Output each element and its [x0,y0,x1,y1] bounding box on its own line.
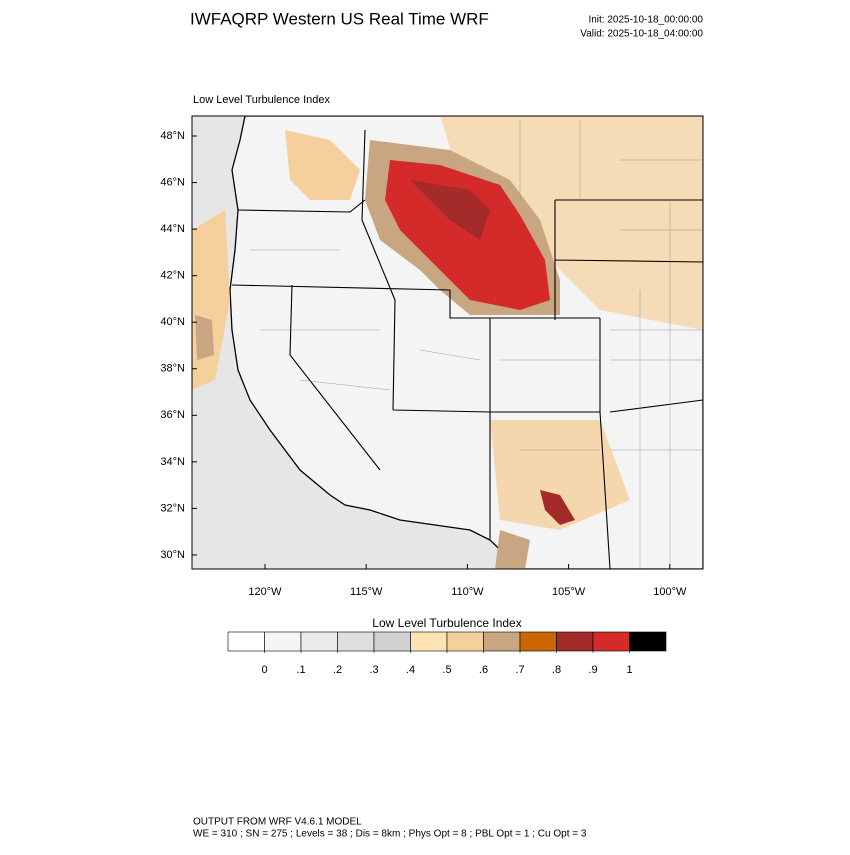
lon-label: 110°W [451,586,484,598]
init-time: Init: 2025-10-18_00:00:00 [588,15,703,26]
lat-label: 34°N [160,456,185,468]
valid-time: Valid: 2025-10-18_04:00:00 [580,29,703,40]
shading-coast-dark [195,315,214,360]
lon-label: 100°W [653,586,687,598]
colorbar-swatch [227,631,265,652]
colorbar-swatch [264,631,302,652]
colorbar-swatch [337,631,375,652]
colorbar-label: 1 [626,664,632,676]
lat-label: 44°N [160,223,185,235]
lat-label: 32°N [160,502,185,514]
shading-core-dark [410,180,490,240]
colorbar-swatch [446,631,484,652]
map [191,115,704,570]
colorbar-swatch [556,631,594,652]
shading-montana-core [385,160,550,310]
colorbar-swatch [519,631,557,652]
colorbar-label: .9 [588,664,597,676]
lat-label: 46°N [160,176,185,188]
colorbar-label: .7 [515,664,524,676]
colorbar-swatch [300,631,338,652]
colorbar-title: Low Level Turbulence Index [372,616,521,630]
shading-idaho [285,130,360,200]
colorbar-label: .3 [369,664,378,676]
colorbar-label: .1 [296,664,305,676]
shading-plains [440,116,703,330]
shading-nm-core [540,490,575,525]
colorbar-swatch [373,631,411,652]
colorbar-label: .6 [479,664,488,676]
lon-label: 120°W [248,586,282,598]
colorbar-swatch [410,631,448,652]
colorbar-label: .5 [442,664,451,676]
county-lines [250,120,703,569]
lat-label: 40°N [160,316,185,328]
colorbar-swatch [483,631,521,652]
colorbar-swatch [592,631,630,652]
lat-label: 30°N [160,549,185,561]
lon-label: 115°W [350,586,383,598]
map-frame [191,115,704,570]
main-title: IWFAQRP Western US Real Time WRF [190,9,489,28]
shading-south [495,530,530,569]
lat-label: 42°N [160,270,185,282]
footer-line: OUTPUT FROM WRF V4.6.1 MODEL [193,817,362,828]
lat-label: 36°N [160,409,185,421]
colorbar-label: .2 [333,664,342,676]
lat-label: 48°N [160,130,185,142]
colorbar: Low Level Turbulence Index [372,616,521,630]
footer-line: WE = 310 ; SN = 275 ; Levels = 38 ; Dis … [193,829,587,840]
lat-label: 38°N [160,363,185,375]
lon-label: 105°W [552,586,586,598]
map-title: Low Level Turbulence Index [193,94,330,106]
shading-nm [490,420,630,530]
colorbar-label: .4 [406,664,415,676]
colorbar-label: .8 [552,664,561,676]
colorbar-swatch [629,631,667,652]
colorbar-label: 0 [261,664,267,676]
state-borders [231,129,703,569]
